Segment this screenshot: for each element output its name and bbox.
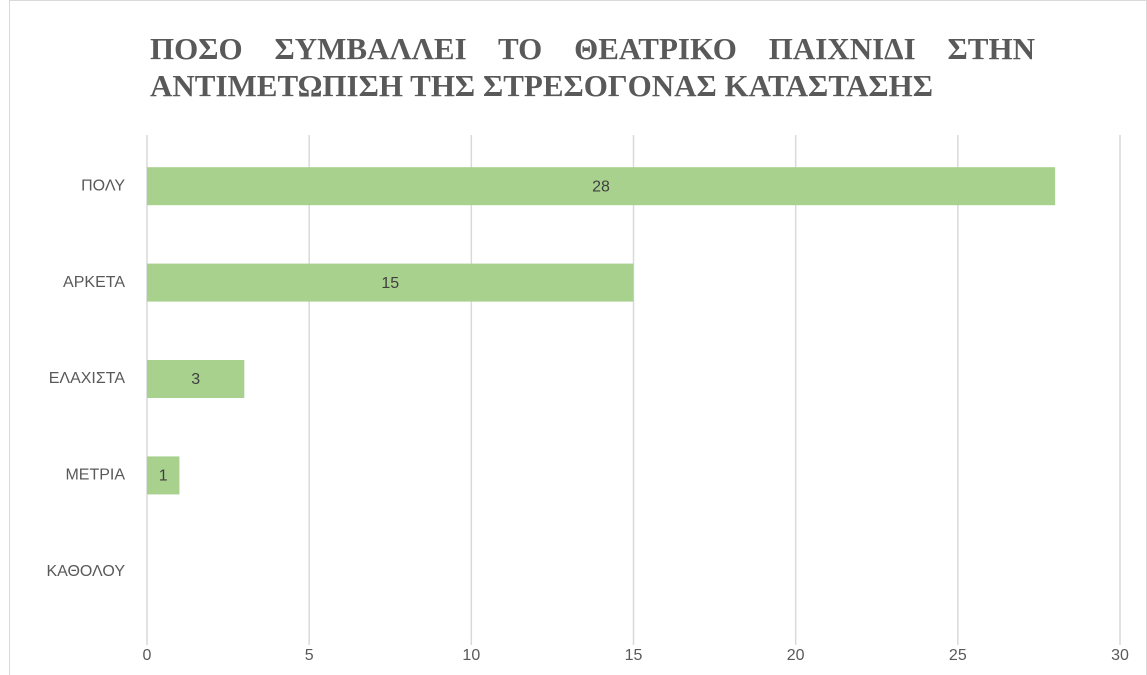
data-label: 15 (381, 275, 399, 292)
x-tick-label: 30 (1111, 647, 1129, 664)
y-tick-label: ΜΕΤΡΙΑ (65, 467, 125, 484)
y-tick-label: ΕΛΑΧΙΣΤΑ (49, 370, 126, 387)
x-tick-label: 5 (305, 647, 314, 664)
bar (147, 263, 634, 302)
y-tick-label: ΠΟΛΥ (81, 177, 125, 194)
x-tick-label: 20 (787, 647, 805, 664)
bar (147, 456, 180, 495)
data-label: 1 (159, 468, 168, 485)
x-tick-label: 25 (949, 647, 967, 664)
y-tick-label: ΚΑΘΟΛΟΥ (46, 563, 125, 580)
data-label: 3 (191, 371, 200, 388)
bar (147, 167, 1056, 206)
x-tick-label: 0 (143, 647, 152, 664)
bar (147, 360, 245, 398)
data-label: 28 (592, 178, 610, 195)
y-tick-label: ΑΡΚΕΤΑ (63, 274, 125, 291)
chart-title: ΠΟΣΟ ΣΥΜΒΑΛΛΕΙ ΤΟ ΘΕΑΤΡΙΚΟ ΠΑΙΧΝΙΔΙ ΣΤΗΝ… (150, 31, 1035, 103)
x-tick-label: 10 (462, 647, 480, 664)
x-tick-label: 15 (625, 647, 643, 664)
